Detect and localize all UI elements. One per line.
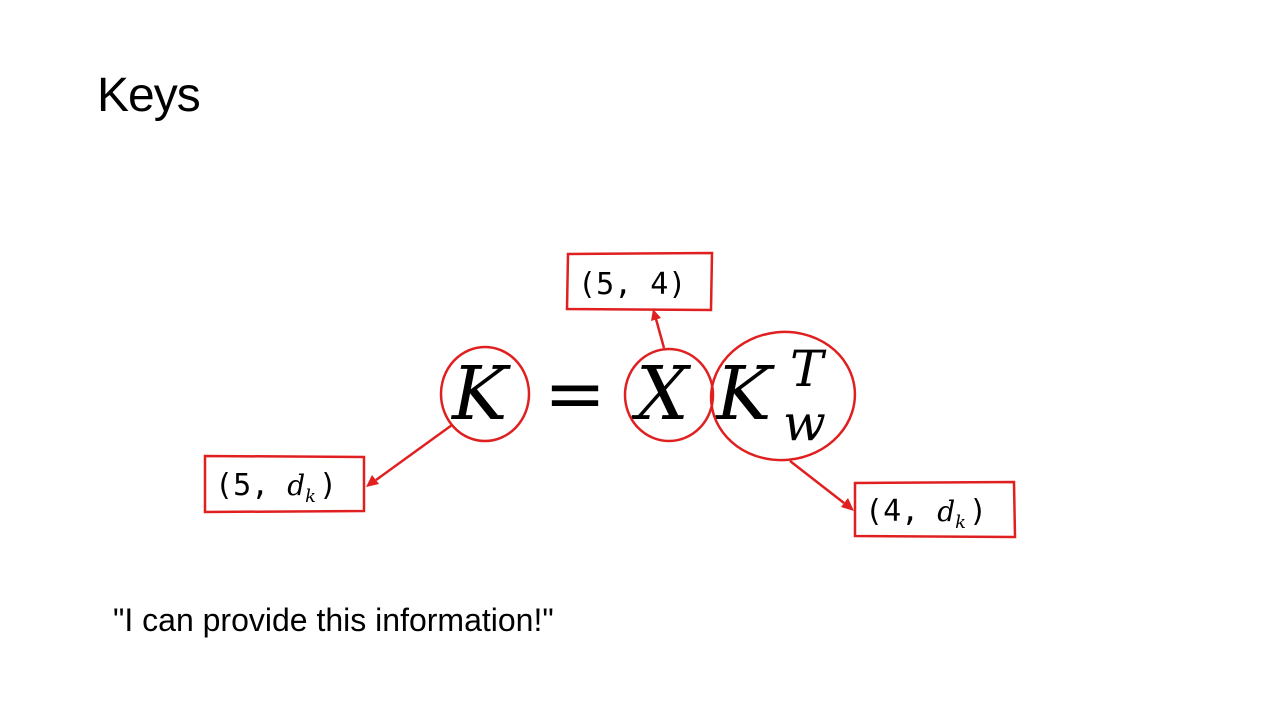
circle-x <box>623 347 715 443</box>
arrow-x-line <box>654 318 666 349</box>
label-kw-shape: (4, dk) <box>865 494 987 533</box>
circle-k-weight <box>709 330 857 462</box>
label-box-kw <box>853 480 1017 539</box>
equation-k-lhs: K <box>450 351 511 437</box>
circle-k-lhs <box>439 345 531 443</box>
slide-title: Keys <box>97 69 201 122</box>
label-k-shape: (5, dk) <box>215 468 337 507</box>
arrow-kw-head <box>841 498 854 511</box>
equation-equals: = <box>544 351 606 437</box>
equation-superscript-t: T <box>790 340 827 398</box>
label-box-x <box>565 251 714 312</box>
quote-text: "I can provide this information!" <box>113 602 554 638</box>
arrow-k-head <box>366 475 379 487</box>
label-box-k <box>203 454 366 514</box>
equation-subscript-w: w <box>783 394 826 452</box>
equation-x: X <box>631 351 692 437</box>
arrow-k-line <box>375 423 453 482</box>
equation-k-weight: K <box>714 351 775 437</box>
label-x-shape: (5, 4) <box>578 267 686 302</box>
arrow-kw-line <box>789 460 845 504</box>
arrow-x-head <box>651 309 661 321</box>
